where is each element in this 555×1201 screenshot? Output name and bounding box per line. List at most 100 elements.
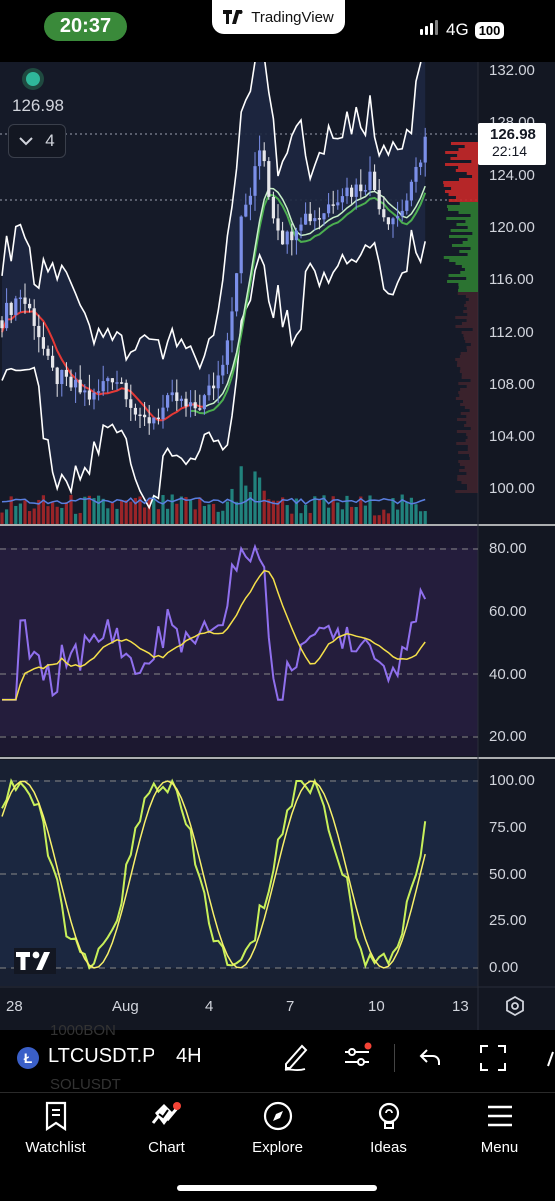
candle-body[interactable] — [156, 417, 160, 420]
candle-body[interactable] — [350, 187, 354, 197]
candle-body[interactable] — [271, 196, 275, 219]
candle-body[interactable] — [373, 171, 377, 191]
symbol-selector[interactable]: LTCUSDT.P — [48, 1045, 154, 1068]
candle-body[interactable] — [244, 204, 248, 217]
candle-body[interactable] — [419, 162, 423, 167]
candle-body[interactable] — [133, 407, 137, 415]
candle-body[interactable] — [41, 337, 45, 349]
candle-body[interactable] — [230, 311, 234, 341]
candle-body[interactable] — [101, 381, 105, 392]
candle-body[interactable] — [28, 303, 32, 309]
candle-body[interactable] — [304, 213, 308, 225]
candle-body[interactable] — [120, 382, 124, 384]
candle-body[interactable] — [400, 210, 404, 217]
candle-body[interactable] — [359, 184, 363, 192]
drawing-tool-icon[interactable] — [282, 1042, 310, 1077]
candle-body[interactable] — [336, 202, 340, 206]
candle-body[interactable] — [55, 367, 59, 385]
candle-body[interactable] — [212, 385, 216, 389]
candle-body[interactable] — [396, 216, 400, 219]
candle-body[interactable] — [317, 218, 321, 220]
candle-body[interactable] — [161, 407, 165, 420]
candle-body[interactable] — [92, 392, 96, 400]
candle-body[interactable] — [189, 402, 193, 407]
candle-body[interactable] — [225, 340, 229, 365]
candle-body[interactable] — [281, 230, 285, 245]
candle-body[interactable] — [363, 190, 367, 192]
candle-body[interactable] — [331, 204, 335, 206]
candle-body[interactable] — [124, 382, 128, 400]
candle-body[interactable] — [276, 218, 280, 231]
candle-body[interactable] — [32, 308, 36, 326]
tradingview-banner[interactable]: TradingView — [212, 0, 345, 34]
chart-canvas[interactable] — [0, 62, 555, 1030]
candle-body[interactable] — [262, 150, 266, 162]
candle-body[interactable] — [386, 217, 390, 225]
candle-body[interactable] — [60, 369, 64, 385]
candle-body[interactable] — [267, 161, 271, 197]
candle-body[interactable] — [175, 392, 179, 401]
candle-body[interactable] — [64, 369, 68, 377]
candle-body[interactable] — [235, 273, 239, 312]
candle-body[interactable] — [138, 414, 142, 417]
candle-body[interactable] — [382, 209, 386, 218]
candle-body[interactable] — [253, 166, 257, 196]
candle-body[interactable] — [193, 402, 197, 409]
candle-body[interactable] — [9, 302, 13, 315]
candle-body[interactable] — [110, 378, 114, 383]
nav-explore[interactable]: Explore — [222, 1101, 333, 1156]
candle-body[interactable] — [294, 230, 298, 241]
candle-body[interactable] — [368, 171, 372, 191]
candle-body[interactable] — [414, 166, 418, 182]
candle-body[interactable] — [166, 395, 170, 408]
candle-body[interactable] — [258, 150, 262, 167]
candle-body[interactable] — [5, 302, 9, 329]
nav-watchlist[interactable]: Watchlist — [0, 1101, 111, 1156]
candle-body[interactable] — [290, 231, 294, 241]
nav-ideas[interactable]: Ideas — [333, 1101, 444, 1156]
candle-body[interactable] — [354, 184, 358, 197]
candle-body[interactable] — [327, 204, 331, 214]
candle-body[interactable] — [184, 398, 188, 407]
candle-body[interactable] — [14, 298, 18, 315]
candle-body[interactable] — [216, 375, 220, 389]
timeframe-selector[interactable]: 4H — [176, 1045, 202, 1067]
candle-body[interactable] — [37, 325, 41, 338]
candles[interactable] — [0, 127, 427, 435]
candle-body[interactable] — [106, 378, 110, 382]
candle-body[interactable] — [207, 385, 211, 396]
candle-body[interactable] — [345, 187, 349, 197]
candle-body[interactable] — [313, 218, 317, 222]
candle-body[interactable] — [340, 196, 344, 203]
candle-body[interactable] — [409, 181, 413, 201]
home-indicator[interactable] — [177, 1185, 377, 1191]
candle-body[interactable] — [285, 231, 289, 245]
candle-body[interactable] — [179, 398, 183, 401]
undo-icon[interactable] — [418, 1046, 442, 1073]
nav-menu[interactable]: Menu — [444, 1101, 555, 1156]
candle-body[interactable] — [221, 364, 225, 376]
indicators-icon[interactable] — [342, 1042, 372, 1077]
candle-body[interactable] — [97, 391, 101, 393]
candle-body[interactable] — [74, 379, 78, 388]
candle-body[interactable] — [299, 224, 303, 231]
chart-area[interactable]: 126.98 4 132.00128.00124.00120.00116.001… — [0, 62, 555, 1030]
candle-body[interactable] — [322, 213, 326, 220]
candle-body[interactable] — [51, 355, 55, 368]
candle-body[interactable] — [308, 213, 312, 222]
candle-body[interactable] — [377, 190, 381, 210]
candle-body[interactable] — [248, 195, 252, 205]
candle-body[interactable] — [152, 417, 156, 424]
candle-body[interactable] — [423, 136, 427, 163]
candle-body[interactable] — [87, 390, 91, 400]
candle-body[interactable] — [129, 399, 133, 408]
candle-body[interactable] — [23, 297, 27, 304]
candle-body[interactable] — [239, 216, 243, 274]
candle-body[interactable] — [18, 297, 22, 300]
candle-body[interactable] — [46, 348, 50, 356]
candle-body[interactable] — [405, 200, 409, 211]
candle-body[interactable] — [143, 414, 147, 418]
candle-body[interactable] — [69, 376, 73, 388]
candle-body[interactable] — [78, 379, 82, 393]
chart-settings-icon[interactable] — [503, 994, 527, 1018]
